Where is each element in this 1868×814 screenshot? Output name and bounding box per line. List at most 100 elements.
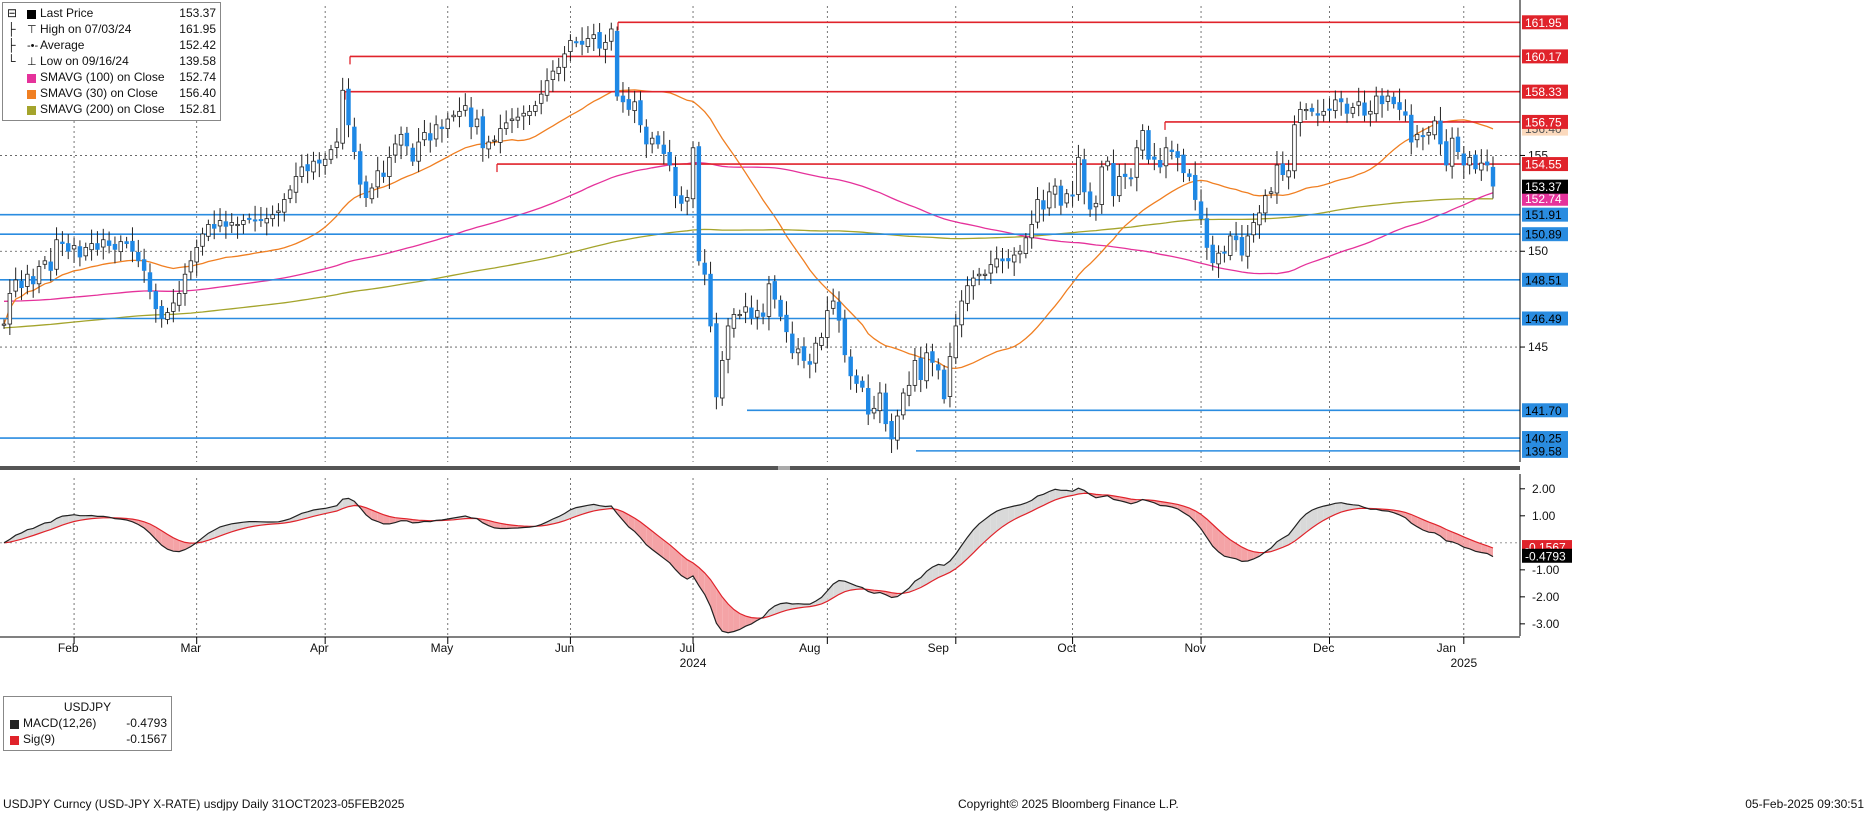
- candle-body: [1374, 95, 1379, 115]
- candle-body: [1175, 151, 1180, 158]
- level-lines: [0, 21, 1520, 452]
- candle-body: [1303, 109, 1309, 112]
- candle-body: [404, 132, 410, 147]
- candle-body: [1070, 194, 1075, 197]
- candle-body: [311, 160, 316, 173]
- candle-body: [1455, 136, 1461, 153]
- candle-body: [340, 89, 345, 144]
- candle-body: [474, 118, 480, 128]
- legend-collapse-icon[interactable]: ⊟: [7, 6, 18, 21]
- candle-body: [1414, 133, 1420, 141]
- candle-body: [1035, 199, 1040, 223]
- candle-body: [801, 346, 807, 361]
- macd-fill-segment: [716, 588, 723, 632]
- candle-body: [644, 126, 649, 145]
- macd-fill-segment: [167, 534, 174, 552]
- candle-body: [1292, 124, 1297, 172]
- tree-branch-icon: ├: [7, 38, 16, 53]
- candle-body: [1350, 107, 1356, 114]
- candle-body: [212, 224, 217, 229]
- macd-fill-segment: [955, 545, 962, 569]
- macd-fill-segment: [1457, 534, 1464, 548]
- candle-body: [200, 233, 205, 247]
- macd-fill-segment: [1043, 491, 1050, 506]
- candle-body: [965, 285, 970, 304]
- macd-fill-segment: [920, 571, 927, 588]
- candle-body: [1041, 200, 1046, 210]
- macd-fill-segment: [693, 562, 699, 586]
- sma100-tag-bg: [1522, 191, 1568, 206]
- candle-body: [661, 144, 667, 154]
- candle-body: [1420, 135, 1426, 138]
- candle-body: [387, 156, 392, 177]
- candle-body: [515, 116, 521, 121]
- candle-body: [1047, 191, 1052, 209]
- legend-macd: MACD(12,26) -0.4793: [8, 716, 167, 732]
- candle-body: [375, 170, 380, 188]
- candle-body: [247, 217, 252, 220]
- candle-body: [1140, 130, 1145, 151]
- candle-body: [1233, 235, 1239, 241]
- legend-sma200: SMAVG (200) on Close 152.81: [7, 102, 216, 118]
- candle-body: [1152, 156, 1157, 160]
- chart-canvas: 145150155156.40161.95160.17158.33156.751…: [0, 0, 1572, 670]
- macd-fill-segment: [681, 554, 688, 580]
- support-tag-bg: [1522, 272, 1568, 287]
- candle-body: [1344, 103, 1350, 114]
- macd-fill-segment: [1341, 502, 1348, 513]
- candle-body: [498, 128, 503, 143]
- candle-body: [171, 302, 176, 312]
- macd-line: [3, 487, 1494, 634]
- macd-fill-segment: [1020, 502, 1026, 517]
- candle-body: [1228, 235, 1233, 256]
- macd-fill-segment: [1183, 506, 1190, 517]
- macd-fill-segment: [593, 504, 600, 511]
- candle-body: [790, 333, 795, 354]
- support-tag-bg: [1522, 311, 1568, 326]
- signal-swatch: [10, 735, 19, 745]
- legend-value: 152.42: [179, 38, 216, 53]
- candle-body: [614, 30, 620, 97]
- macd-fill-segment: [646, 526, 653, 550]
- sma-100-line: [3, 161, 1494, 302]
- candle-body: [13, 279, 18, 292]
- candle-body: [720, 360, 725, 399]
- candle-body: [836, 301, 842, 321]
- candle-body: [842, 318, 848, 356]
- candle-body: [241, 220, 246, 225]
- candle-body: [258, 219, 264, 222]
- macd-fill-segment: [1481, 543, 1488, 554]
- legend-signal: Sig(9) -0.1567: [8, 732, 167, 748]
- price-tick-label: 150: [1528, 244, 1548, 258]
- macd-fill-segment: [1177, 504, 1184, 513]
- candle-body: [702, 262, 707, 275]
- macd-fill-segment: [1294, 519, 1301, 542]
- candle-body: [667, 151, 672, 166]
- candle-body: [930, 351, 935, 363]
- candle-body: [906, 384, 912, 396]
- macd-fill-segment: [62, 515, 69, 526]
- candle-body: [638, 100, 643, 126]
- macd-fill-segment: [202, 533, 209, 543]
- candle-body: [1315, 113, 1321, 116]
- candle-body: [772, 281, 777, 300]
- candle-body: [118, 241, 123, 253]
- price-tick-label: 145: [1528, 340, 1548, 354]
- candle-body: [1356, 101, 1361, 106]
- candle-body: [795, 348, 801, 354]
- candle-body: [19, 280, 24, 289]
- macd-fill-segment: [1440, 526, 1447, 541]
- candle-body: [1093, 202, 1099, 208]
- candle-body: [1169, 149, 1175, 153]
- macd-fill-segment: [1066, 490, 1073, 497]
- candle-body: [1017, 250, 1023, 255]
- legend-low: └ ⊥ Low on 09/16/24 139.58: [7, 54, 216, 70]
- legend-label: Low on 09/16/24: [40, 54, 129, 69]
- candle-body: [36, 266, 42, 285]
- candle-body: [860, 380, 865, 388]
- candle-body: [1058, 185, 1064, 206]
- candle-body: [568, 40, 573, 53]
- candle-body: [398, 133, 404, 146]
- candle-body: [1192, 174, 1198, 200]
- support-tag: 139.58: [1525, 444, 1562, 458]
